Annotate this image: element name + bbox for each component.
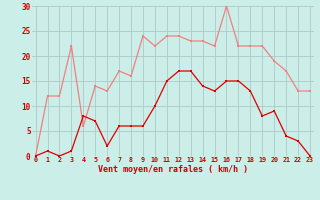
- X-axis label: Vent moyen/en rafales ( km/h ): Vent moyen/en rafales ( km/h ): [98, 165, 248, 174]
